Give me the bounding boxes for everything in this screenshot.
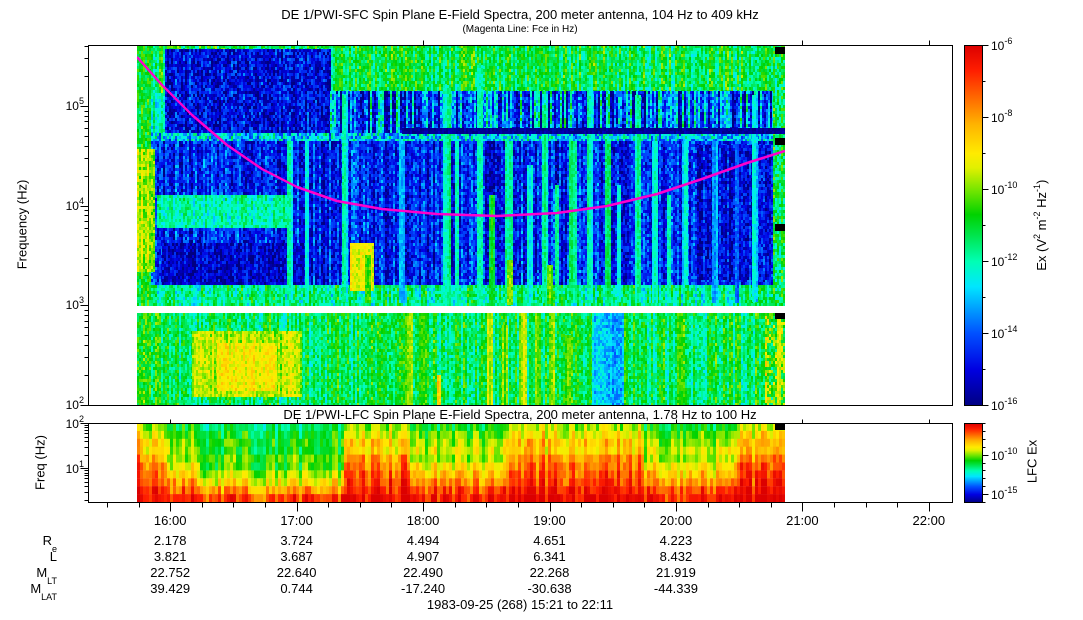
time-label: 18:00 [406, 513, 440, 528]
ephemeris-row-label: MLAT [30, 581, 57, 602]
sfc-ytick-label: 103 [65, 295, 84, 313]
ephemeris-row-label: MLT [36, 565, 57, 586]
footer-date-range: 1983-09-25 (268) 15:21 to 22:11 [426, 597, 614, 612]
ephemeris-value: 3.724 [280, 533, 313, 548]
ephemeris-value: 3.821 [153, 549, 187, 564]
ephemeris-value: 6.341 [533, 549, 566, 564]
ephemeris-value: 4.223 [659, 533, 693, 548]
lfc-spectrogram [137, 423, 785, 502]
lfc-title: DE 1/PWI-LFC Spin Plane E-Field Spectra,… [283, 407, 757, 422]
sfc-ylabel: Frequency (Hz) [14, 179, 30, 270]
ephemeris-value: 2.178 [153, 533, 187, 548]
ephemeris-value: 0.744 [280, 581, 313, 596]
sfc-colorbar-tick-label: 10-10 [991, 180, 1018, 197]
sfc-colorbar-tick-label: 10-12 [991, 252, 1018, 269]
lfc-ytick-label: 101 [65, 459, 84, 477]
time-label: 20:00 [659, 513, 693, 528]
sfc-colorbar-tick-label: 10-16 [991, 396, 1018, 413]
lfc-ytick-label: 102 [65, 414, 84, 431]
sfc-colorbar-label: Ex (V2 m-2 Hz-1) [1031, 179, 1050, 271]
ephemeris-row-label: Re [42, 533, 57, 554]
sfc-ytick-label: 105 [65, 95, 84, 113]
ephemeris-row-label: L [49, 549, 57, 564]
lfc-colorbar-tick-label: 10-10 [991, 445, 1018, 463]
sfc-title: DE 1/PWI-SFC Spin Plane E-Field Spectra,… [281, 7, 759, 22]
time-label: 19:00 [533, 513, 566, 528]
time-label: 16:00 [153, 513, 187, 528]
ephemeris-value: 8.432 [659, 549, 693, 564]
ephemeris-value: 21.919 [656, 565, 696, 580]
ephemeris-value: 39.429 [150, 581, 191, 596]
sfc-ytick-label: 102 [65, 395, 84, 412]
ephemeris-value: -30.638 [527, 581, 572, 596]
ephemeris-value: 22.268 [529, 565, 570, 580]
time-label: 17:00 [280, 513, 313, 528]
ephemeris-value: 4.651 [533, 533, 566, 548]
ephemeris-value: 22.752 [150, 565, 191, 580]
lfc-colorbar [964, 423, 982, 502]
sfc-colorbar-tick-label: 10-8 [991, 108, 1013, 125]
lfc-colorbar-tick-label: 10-15 [991, 485, 1018, 503]
ephemeris-value: 4.907 [406, 549, 440, 564]
ephemeris-value: 4.494 [406, 533, 440, 548]
sfc-colorbar-tick-label: 10-6 [991, 36, 1013, 53]
time-label: 21:00 [786, 513, 819, 528]
ephemeris-value: 22.640 [276, 565, 317, 580]
ephemeris-value: 3.687 [280, 549, 313, 564]
sfc-colorbar [964, 45, 982, 405]
sfc-ytick-label: 104 [65, 195, 84, 213]
time-label: 22:00 [912, 513, 946, 528]
ephemeris-value: -17.240 [401, 581, 446, 596]
ephemeris-value: -44.339 [653, 581, 698, 596]
sfc-colorbar-tick-label: 10-14 [991, 324, 1018, 341]
sfc-subtitle: (Magenta Line: Fce in Hz) [462, 24, 578, 35]
ephemeris-value: 22.490 [403, 565, 443, 580]
sfc-spectrogram [137, 45, 785, 405]
